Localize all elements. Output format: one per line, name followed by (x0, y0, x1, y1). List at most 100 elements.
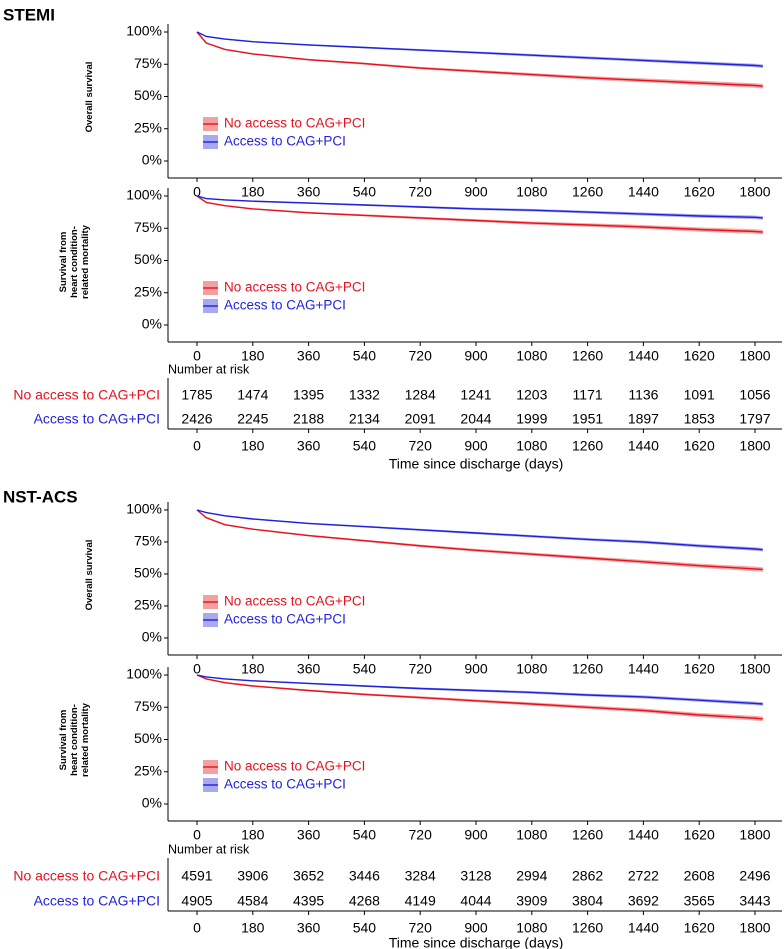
section-title: NST-ACS (3, 487, 78, 506)
risk-value: 1284 (405, 387, 436, 403)
y-tick-label: 100% (126, 501, 162, 517)
risk-value: 1797 (739, 411, 770, 427)
risk-x-tick-label: 900 (464, 438, 488, 454)
number-at-risk-title: Number at risk (168, 842, 250, 856)
legend-label: Access to CAG+PCI (224, 777, 346, 792)
y-tick-label: 50% (134, 87, 162, 103)
risk-x-tick-label: 360 (297, 920, 321, 936)
y-tick-label: 75% (134, 698, 162, 714)
risk-value: 1171 (573, 387, 603, 403)
risk-value: 2994 (516, 868, 547, 884)
risk-x-tick-label: 180 (241, 920, 265, 936)
risk-value: 3692 (628, 893, 659, 909)
y-axis-title: Survival fromheart condition-related mor… (58, 702, 91, 777)
risk-row-label: Access to CAG+PCI (34, 893, 160, 909)
risk-value: 1091 (684, 387, 715, 403)
y-tick-label: 50% (134, 251, 162, 267)
x-tick-label: 360 (297, 348, 321, 364)
risk-x-tick-label: 1800 (739, 920, 770, 936)
risk-x-tick-label: 1620 (684, 438, 715, 454)
x-tick-label: 1800 (739, 827, 770, 843)
section-stemi: STEMI Number at risk No access to CAG+PCI 1… (3, 5, 782, 472)
x-tick-label: 1800 (739, 184, 770, 200)
legend-label: No access to CAG+PCI (224, 280, 365, 295)
risk-value: 4149 (405, 893, 436, 909)
risk-x-tick-label: 1260 (572, 920, 603, 936)
y-axis-title-line: heart condition- (69, 704, 80, 776)
x-tick-label: 0 (193, 661, 201, 677)
y-tick-label: 0% (142, 629, 162, 645)
section-nst-acs: NST-ACS Number at risk No access to CAG+PC… (3, 487, 782, 949)
x-tick-label: 180 (241, 348, 265, 364)
y-axis-title-line: related mortality (80, 224, 91, 299)
risk-value: 3446 (349, 868, 380, 884)
x-tick-label: 1080 (516, 348, 547, 364)
risk-value: 4905 (181, 893, 212, 909)
y-tick-label: 100% (126, 187, 162, 203)
x-tick-label: 720 (409, 348, 433, 364)
x-tick-label: 180 (241, 661, 265, 677)
y-tick-label: 0% (142, 152, 162, 168)
x-tick-label: 1800 (739, 661, 770, 677)
risk-value: 1999 (516, 411, 547, 427)
risk-value: 4584 (237, 893, 268, 909)
legend-label: No access to CAG+PCI (224, 116, 365, 131)
risk-value: 1951 (572, 411, 603, 427)
y-tick-label: 25% (134, 283, 162, 299)
x-tick-label: 1440 (628, 661, 659, 677)
survival-panel-4: 0% 25% 50% 75% 100% 0 180 360 540 720 900 1080 1260 1… (58, 666, 782, 843)
risk-x-tick-label: 180 (241, 438, 265, 454)
survival-curve-access (196, 195, 763, 219)
survival-panel-2: 0% 25% 50% 75% 100% 0 180 360 540 720 900 1080 1260 1… (58, 187, 782, 364)
x-tick-label: 1440 (628, 348, 659, 364)
legend-label: Access to CAG+PCI (224, 134, 346, 149)
risk-x-tick-label: 360 (297, 438, 321, 454)
risk-value: 2426 (181, 411, 212, 427)
x-tick-label: 1260 (572, 827, 603, 843)
x-tick-label: 900 (464, 827, 488, 843)
risk-x-tick-label: 1440 (628, 438, 659, 454)
x-tick-label: 1080 (516, 661, 547, 677)
risk-x-tick-label: 1080 (516, 438, 547, 454)
x-tick-label: 180 (241, 827, 265, 843)
risk-value: 3128 (460, 868, 491, 884)
risk-value: 2044 (460, 411, 491, 427)
risk-x-tick-label: 1620 (684, 920, 715, 936)
x-tick-label: 1440 (628, 184, 659, 200)
x-tick-label: 1260 (572, 184, 603, 200)
risk-x-tick-label: 720 (409, 920, 433, 936)
risk-value: 2091 (405, 411, 436, 427)
y-tick-label: 0% (142, 316, 162, 332)
y-tick-label: 100% (126, 666, 162, 682)
x-tick-label: 0 (193, 827, 201, 843)
risk-value: 1853 (684, 411, 715, 427)
risk-x-tick-label: 1440 (628, 920, 659, 936)
risk-x-tick-label: 0 (193, 438, 201, 454)
x-tick-label: 1620 (684, 661, 715, 677)
x-tick-label: 900 (464, 184, 488, 200)
survival-curve-access (196, 31, 763, 67)
x-tick-label: 180 (241, 184, 265, 200)
x-tick-label: 1620 (684, 184, 715, 200)
x-tick-label: 540 (353, 661, 377, 677)
risk-value: 2862 (572, 868, 603, 884)
risk-value: 1395 (293, 387, 324, 403)
x-tick-label: 1620 (684, 827, 715, 843)
risk-value: 3906 (237, 868, 268, 884)
ci-band-no-access (197, 32, 763, 89)
risk-value: 1241 (460, 387, 491, 403)
risk-value: 2245 (237, 411, 268, 427)
risk-x-tick-label: 540 (353, 920, 377, 936)
y-tick-label: 100% (126, 23, 162, 39)
x-tick-label: 540 (353, 348, 377, 364)
x-tick-label: 1620 (684, 348, 715, 364)
x-axis-title: Time since discharge (days) (389, 935, 564, 949)
risk-value: 2134 (349, 411, 380, 427)
y-tick-label: 75% (134, 219, 162, 235)
risk-x-tick-label: 1080 (516, 920, 547, 936)
y-axis-title-line: Survival from (58, 232, 69, 293)
risk-value: 2496 (739, 868, 770, 884)
legend-label: No access to CAG+PCI (224, 759, 365, 774)
risk-value: 3284 (405, 868, 436, 884)
